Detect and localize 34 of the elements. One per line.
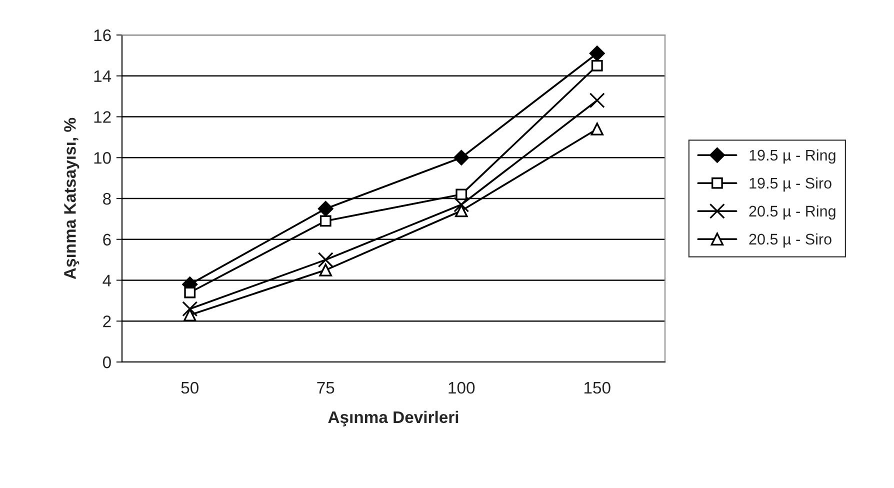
point — [454, 204, 468, 218]
y-tick-label: 16 — [94, 29, 111, 42]
point — [318, 252, 334, 268]
point — [590, 122, 604, 136]
y-tick-label: 0 — [102, 356, 111, 368]
x-axis-title: Aşınma Devirleri — [328, 410, 458, 426]
point — [454, 196, 470, 212]
x-tick-label: 150 — [584, 382, 610, 394]
point — [591, 60, 603, 72]
point — [589, 92, 605, 108]
legend-label: 20.5 µ - Ring — [749, 205, 836, 220]
point — [182, 301, 198, 317]
point — [318, 201, 334, 216]
y-tick-label: 6 — [103, 234, 111, 246]
y-axis-title: Aşınma Katsayısı, % — [64, 118, 80, 280]
y-tick-label: 2 — [103, 316, 111, 328]
point — [589, 46, 605, 62]
point — [454, 150, 470, 166]
y-tick-label: 12 — [94, 111, 111, 123]
x-tick-label: 50 — [181, 382, 198, 394]
y-tick-label: 10 — [94, 152, 111, 164]
point — [320, 215, 332, 227]
y-tick-label: 14 — [94, 70, 112, 82]
x-tick-label: 100 — [448, 382, 475, 394]
point — [319, 264, 332, 276]
legend-label: 19.5 µ - Ring — [750, 149, 836, 164]
y-tick-label: 4 — [102, 274, 112, 286]
legend-label: 20.5 µ - Siro — [749, 233, 832, 248]
point — [456, 188, 468, 200]
point — [184, 286, 196, 298]
y-tick-label: 8 — [103, 192, 111, 205]
legend-label: 19.5 µ - Siro — [750, 177, 832, 192]
point — [183, 308, 196, 322]
x-tick-label: 75 — [317, 382, 334, 394]
